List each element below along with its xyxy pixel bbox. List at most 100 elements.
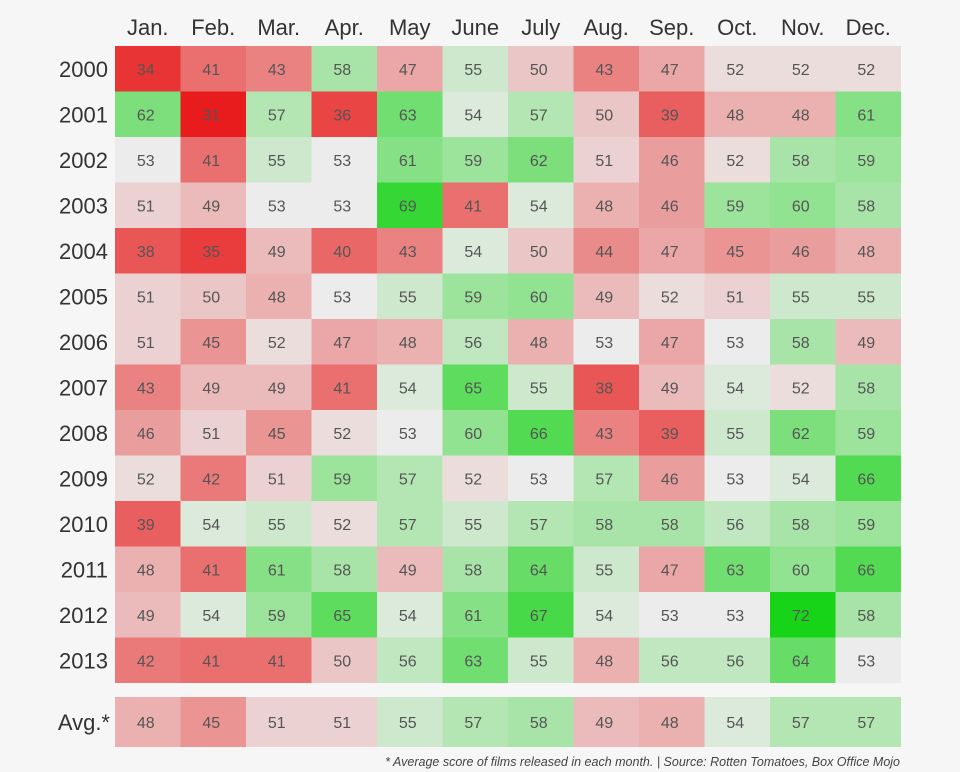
- heatmap-cell: [573, 501, 639, 547]
- cell-value-label: 46: [661, 198, 679, 215]
- cell-value-label: 41: [202, 62, 220, 79]
- cell-value-label: 48: [595, 653, 613, 670]
- cell-value-label: 51: [595, 153, 613, 170]
- year-label: 2013: [59, 648, 108, 673]
- cell-value-label: 53: [333, 153, 351, 170]
- cell-value-label: 54: [464, 244, 482, 261]
- cell-value-label: 53: [333, 289, 351, 306]
- heatmap-cell: [377, 637, 443, 683]
- heatmap-cell: [639, 364, 705, 410]
- cell-value-label: 52: [792, 62, 810, 79]
- cell-value-label: 55: [530, 653, 548, 670]
- heatmap-cell: [835, 637, 901, 683]
- heatmap-cell: [377, 410, 443, 456]
- cell-value-label: 65: [333, 608, 351, 625]
- cell-value-label: 48: [137, 562, 155, 579]
- heatmap-cell: [835, 228, 901, 274]
- month-label: Feb.: [191, 15, 235, 40]
- heatmap-cell: [246, 273, 312, 319]
- cell-value-label: 43: [137, 380, 155, 397]
- heatmap-cell: [311, 364, 377, 410]
- cell-value-label: 43: [595, 426, 613, 443]
- cell-value-label: 43: [595, 62, 613, 79]
- cell-value-label: 56: [399, 653, 417, 670]
- cell-value-label: 51: [137, 335, 155, 352]
- month-label: Jan.: [127, 15, 169, 40]
- cell-value-label: 57: [530, 107, 548, 124]
- cell-value-label: 47: [661, 62, 679, 79]
- heatmap-cell: [311, 592, 377, 638]
- cell-value-label: 46: [137, 426, 155, 443]
- cell-value-label: 52: [268, 335, 286, 352]
- cell-value-label: 52: [661, 289, 679, 306]
- heatmap-cell: [311, 455, 377, 501]
- heatmap-cell: [573, 364, 639, 410]
- year-label: 2009: [59, 466, 108, 491]
- cell-value-label: 41: [268, 653, 286, 670]
- heatmap-cell: [377, 46, 443, 92]
- average-cell: [573, 697, 639, 747]
- cell-value-label: 51: [137, 289, 155, 306]
- cell-value-label: 49: [399, 562, 417, 579]
- cell-value-label: 50: [530, 62, 548, 79]
- heatmap-cell: [180, 637, 246, 683]
- heatmap-cell: [311, 273, 377, 319]
- heatmap-cell: [704, 364, 770, 410]
- cell-value-label: 59: [268, 608, 286, 625]
- cell-value-label: 58: [857, 608, 875, 625]
- heatmap-cell: [377, 228, 443, 274]
- heatmap-cell: [704, 410, 770, 456]
- average-value-label: 55: [399, 715, 417, 732]
- month-label: Dec.: [846, 15, 891, 40]
- heatmap-cell: [115, 546, 181, 592]
- heatmap-cell: [835, 273, 901, 319]
- heatmap-cell: [573, 46, 639, 92]
- heatmap-cell: [508, 228, 574, 274]
- cell-value-label: 66: [857, 562, 875, 579]
- cell-value-label: 53: [857, 653, 875, 670]
- cell-value-label: 47: [661, 244, 679, 261]
- heatmap-cell: [246, 410, 312, 456]
- cell-value-label: 58: [792, 517, 810, 534]
- cell-value-label: 53: [137, 153, 155, 170]
- heatmap-cell: [639, 182, 705, 228]
- cell-value-label: 53: [399, 426, 417, 443]
- year-label: 2005: [59, 284, 108, 309]
- heatmap-cell: [246, 501, 312, 547]
- heatmap-cell: [639, 91, 705, 137]
- heatmap-cell: [704, 182, 770, 228]
- cell-value-label: 52: [333, 426, 351, 443]
- heatmap-cell: [115, 410, 181, 456]
- cell-value-label: 51: [726, 289, 744, 306]
- cell-value-label: 54: [399, 380, 417, 397]
- heatmap-cell: [115, 228, 181, 274]
- cell-value-label: 58: [595, 517, 613, 534]
- average-value-label: 57: [792, 715, 810, 732]
- heatmap-cell: [115, 455, 181, 501]
- cell-value-label: 55: [726, 426, 744, 443]
- heatmap-cell: [508, 273, 574, 319]
- cell-value-label: 39: [137, 517, 155, 534]
- cell-value-label: 49: [137, 608, 155, 625]
- cell-value-label: 51: [137, 198, 155, 215]
- heatmap-cell: [246, 46, 312, 92]
- cell-value-label: 58: [333, 62, 351, 79]
- heatmap-cell: [115, 182, 181, 228]
- year-label: 2010: [59, 512, 108, 537]
- heatmap-cell: [246, 182, 312, 228]
- month-label: Oct.: [717, 15, 757, 40]
- heatmap-cell: [639, 137, 705, 183]
- heatmap-cell: [246, 91, 312, 137]
- cell-value-label: 55: [399, 289, 417, 306]
- heatmap-cell: [180, 364, 246, 410]
- cell-value-label: 63: [464, 653, 482, 670]
- heatmap-cell: [835, 364, 901, 410]
- month-label: Apr.: [325, 15, 364, 40]
- average-value-label: 58: [530, 715, 548, 732]
- heatmap-cell: [311, 410, 377, 456]
- heatmap-cell: [573, 546, 639, 592]
- cell-value-label: 61: [464, 608, 482, 625]
- cell-value-label: 36: [333, 107, 351, 124]
- cell-value-label: 40: [333, 244, 351, 261]
- cell-value-label: 59: [857, 517, 875, 534]
